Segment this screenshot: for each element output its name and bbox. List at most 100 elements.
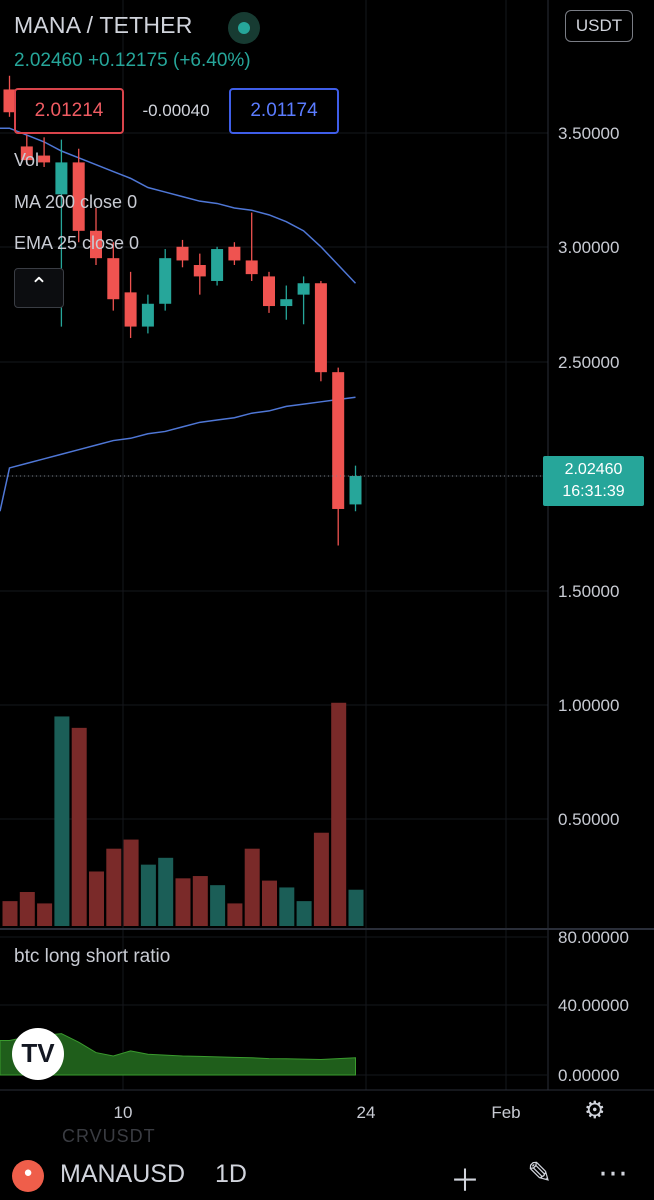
volume-bar: [244, 848, 260, 926]
price-tick-label: 0.50000: [558, 810, 619, 829]
subchart-title[interactable]: btc long short ratio: [14, 946, 171, 967]
symbol-avatar: ●: [12, 1160, 44, 1192]
sell-price-button[interactable]: 2.01214: [14, 88, 124, 134]
time-axis: 10 24 Feb: [114, 1103, 521, 1122]
volume-bar: [175, 878, 191, 926]
legend-vol[interactable]: Vol: [14, 150, 40, 170]
volume-bar: [37, 903, 53, 926]
moving-average-lines: [0, 127, 357, 512]
candle-body: [228, 246, 241, 261]
tradingview-logo[interactable]: TV: [12, 1028, 64, 1080]
ema25-line: [0, 127, 357, 284]
price-change: 2.02460 +0.12175 (+6.40%): [14, 50, 251, 71]
candle-body: [107, 258, 120, 300]
candle[interactable]: [280, 285, 293, 320]
price-tick-label: 1.00000: [558, 696, 619, 715]
candle-body: [72, 162, 85, 231]
candle[interactable]: [20, 135, 33, 165]
candle[interactable]: [107, 242, 120, 311]
candle-body: [20, 146, 33, 161]
candle-body: [55, 162, 68, 195]
candle-body: [332, 372, 345, 509]
pencil-icon[interactable]: ✎: [527, 1157, 553, 1190]
volume-bar: [210, 885, 226, 926]
more-icon[interactable]: ⋯: [598, 1157, 628, 1190]
candle[interactable]: [176, 239, 189, 268]
time-tick-label: 10: [114, 1103, 133, 1122]
candle-body: [90, 230, 102, 259]
candle[interactable]: [332, 367, 345, 546]
plus-icon[interactable]: ＋: [450, 1165, 480, 1198]
volume-bar: [192, 876, 208, 926]
candle[interactable]: [211, 246, 224, 286]
price-tick-label: 3.00000: [558, 238, 619, 257]
long-short-ratio-pane: 80.00000 40.00000 0.00000: [0, 928, 629, 1085]
time-tick-label: 24: [357, 1103, 376, 1122]
candle-body: [124, 292, 137, 327]
sub-tick-label: 0.00000: [558, 1066, 619, 1085]
volume-bar: [89, 871, 104, 926]
chevron-up-icon: ⌃: [29, 273, 49, 298]
candle[interactable]: [72, 148, 85, 243]
candle-body: [263, 276, 275, 307]
sub-tick-label: 80.00000: [558, 928, 629, 947]
price-axis: 3.50000 3.00000 2.50000 1.50000 1.00000 0.500…: [558, 124, 619, 829]
bar-countdown: 16:31:39: [562, 483, 625, 500]
candle[interactable]: [3, 75, 16, 117]
candle[interactable]: [314, 280, 327, 382]
price-tick-label: 1.50000: [558, 582, 619, 601]
candle[interactable]: [90, 208, 102, 266]
legend-collapse-button[interactable]: ⌃: [14, 268, 64, 308]
volume-bar: [2, 901, 18, 926]
candle-body: [349, 476, 362, 505]
volume-bar: [54, 716, 70, 926]
candle-body: [211, 249, 224, 281]
candle[interactable]: [245, 212, 258, 281]
gear-icon[interactable]: ⚙: [584, 1097, 606, 1124]
hidden-symbol-label: CRVUSDT: [62, 1126, 156, 1146]
candle[interactable]: [297, 276, 310, 325]
candle[interactable]: [124, 271, 137, 338]
candle[interactable]: [159, 249, 172, 311]
candlestick-series: [3, 75, 362, 546]
volume-bar: [19, 892, 35, 926]
candle[interactable]: [141, 294, 154, 334]
candle[interactable]: [38, 137, 51, 167]
candle-body: [141, 303, 154, 327]
volume-bar: [279, 887, 295, 926]
candle-body: [245, 260, 258, 275]
price-tick-label: 3.50000: [558, 124, 619, 143]
candle[interactable]: [263, 271, 275, 313]
volume-bar: [331, 702, 347, 926]
candle-body: [176, 246, 189, 261]
buy-price-button[interactable]: 2.01174: [229, 88, 339, 134]
candle-body: [314, 283, 327, 373]
legend-ma[interactable]: MA 200 close 0: [14, 192, 138, 212]
chart-grid: [0, 0, 654, 1091]
candle-body: [3, 89, 16, 113]
volume-bar: [313, 832, 329, 926]
market-open-icon: [228, 12, 260, 44]
candle-body: [193, 265, 206, 277]
currency-badge[interactable]: USDT: [565, 10, 633, 42]
candle-body: [280, 299, 293, 307]
last-price-tag: 2.02460 16:31:39: [543, 456, 644, 506]
symbol-selector[interactable]: MANAUSD: [60, 1160, 186, 1188]
volume-bar: [262, 880, 277, 926]
last-price-value: 2.02460: [564, 461, 623, 478]
spread-value: -0.00040: [142, 101, 210, 120]
volume-bar: [158, 857, 174, 926]
time-tick-label: Feb: [491, 1103, 520, 1122]
legend-ema[interactable]: EMA 25 close 0: [14, 233, 140, 253]
candle[interactable]: [349, 465, 362, 512]
symbol-title[interactable]: MANA / TETHER: [14, 12, 193, 38]
interval-selector[interactable]: 1D: [215, 1160, 247, 1188]
volume-bar: [71, 727, 87, 926]
volume-bar: [106, 848, 122, 926]
volume-bar: [296, 901, 312, 926]
candle[interactable]: [228, 242, 241, 266]
ma200-line: [0, 396, 356, 512]
candle[interactable]: [193, 253, 206, 295]
volume-bar: [227, 903, 243, 926]
